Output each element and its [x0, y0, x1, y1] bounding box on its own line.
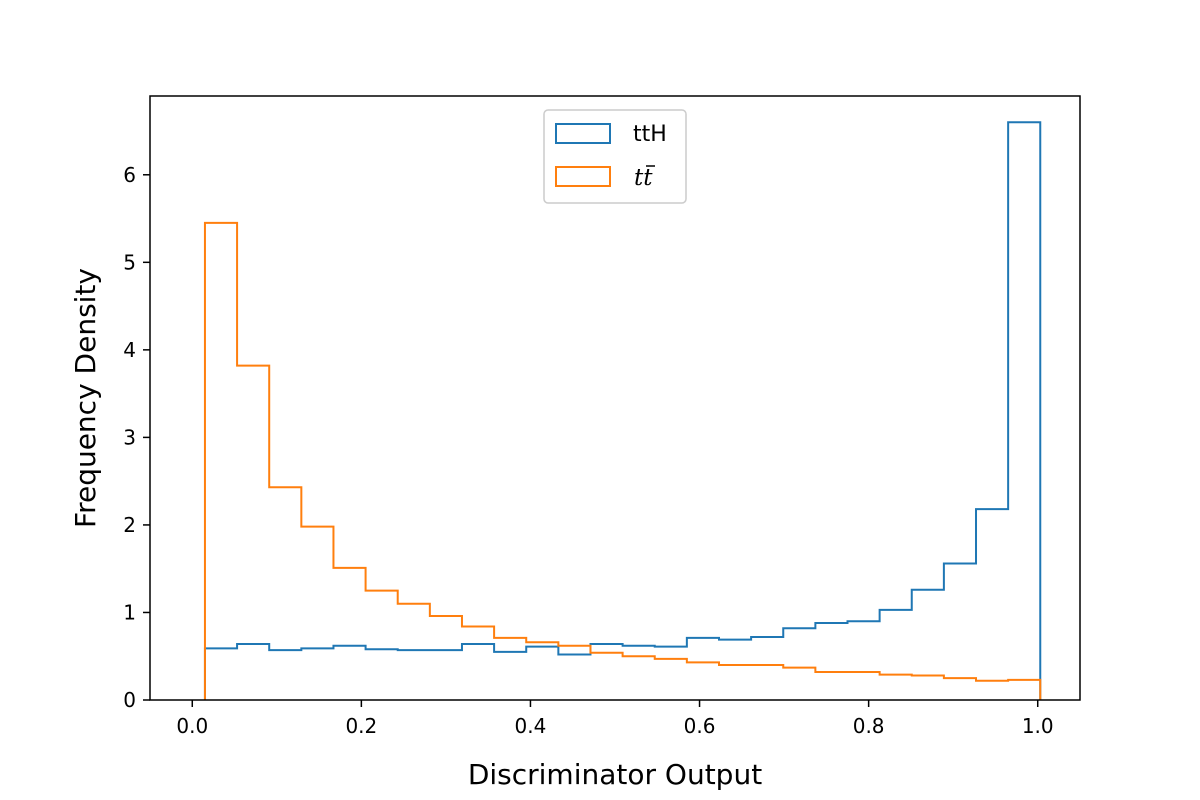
x-tick-label: 0.8: [853, 714, 885, 738]
x-tick-label: 0.2: [345, 714, 377, 738]
x-tick-label: 0.6: [684, 714, 716, 738]
legend-label-ttbar: tt: [634, 165, 653, 191]
y-axis-label: Frequency Density: [69, 268, 102, 528]
legend-label-ttbar-t2: t: [643, 165, 653, 191]
x-axis: 0.0 0.2 0.4 0.6 0.8 1.0: [176, 700, 1054, 738]
y-tick-label: 5: [123, 250, 136, 274]
x-tick-label: 0.4: [515, 714, 547, 738]
y-tick-label: 2: [123, 513, 136, 537]
y-tick-label: 0: [123, 688, 136, 712]
legend-label-ttbar-t1: t: [634, 165, 644, 191]
x-tick-label: 0.0: [176, 714, 208, 738]
legend-label-tth: ttH: [633, 122, 667, 147]
y-tick-label: 4: [123, 338, 136, 362]
y-tick-label: 6: [123, 163, 136, 187]
series-ttbar-step: [203, 221, 1042, 700]
legend-swatch-tth: [555, 123, 611, 144]
y-tick-label: 1: [123, 600, 136, 624]
legend-swatch-ttbar: [555, 166, 611, 187]
plot-area: [149, 95, 1081, 701]
y-tick-label: 3: [123, 425, 136, 449]
series-tth-step: [203, 121, 1042, 700]
x-axis-label: Discriminator Output: [468, 758, 762, 791]
legend-frame: [543, 109, 687, 204]
legend: ttH tt: [543, 109, 687, 204]
x-tick-label: 1.0: [1022, 714, 1054, 738]
axes-frame: [149, 95, 1081, 701]
series-layer: [203, 121, 1042, 700]
y-axis: 0 1 2 3 4 5 6: [123, 163, 150, 712]
